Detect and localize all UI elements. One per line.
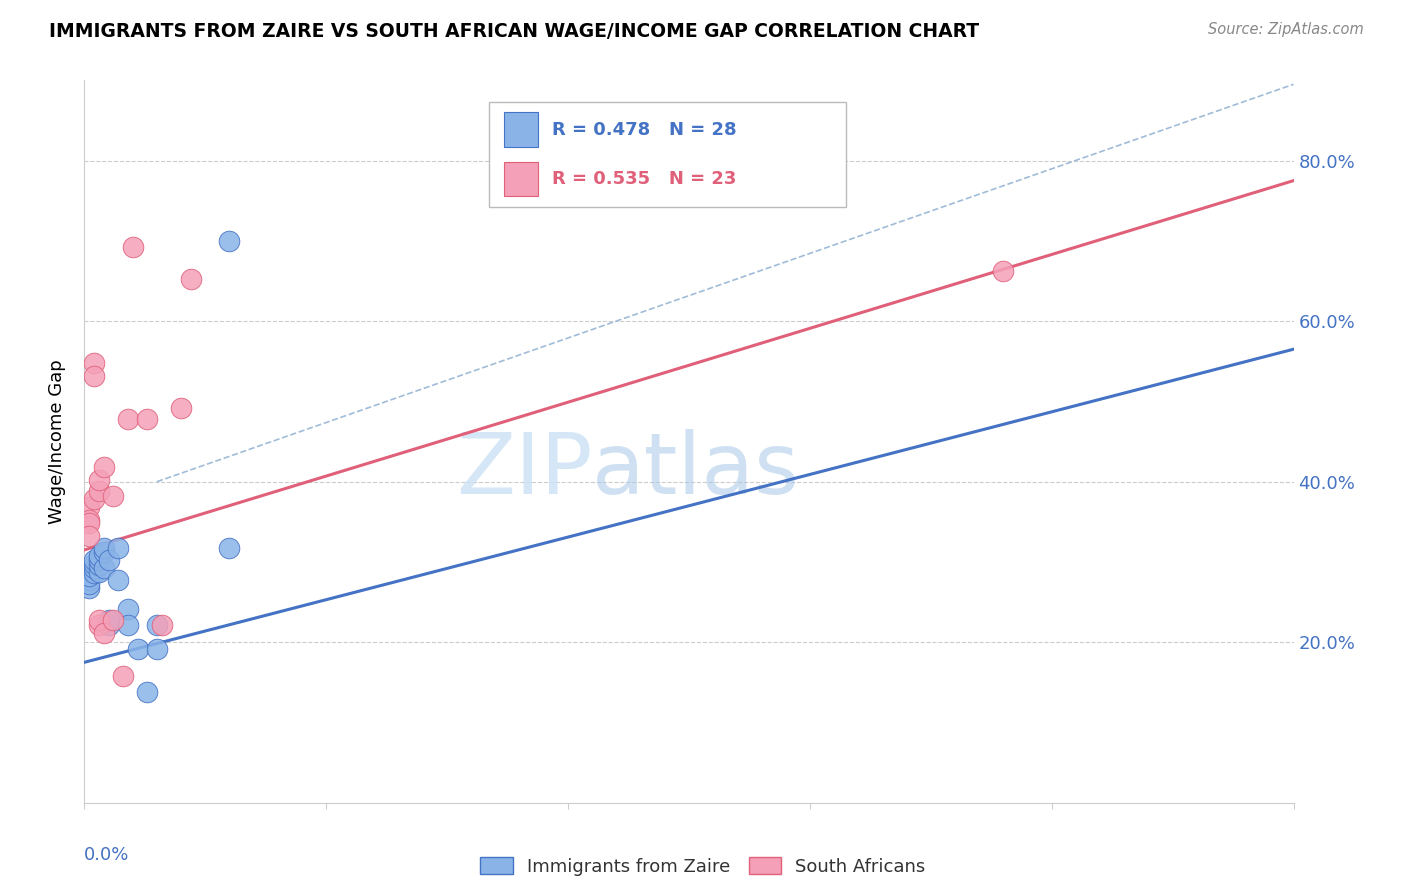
Point bbox=[83, 553, 105, 567]
Text: Source: ZipAtlas.com: Source: ZipAtlas.com bbox=[1208, 22, 1364, 37]
Point bbox=[87, 613, 110, 627]
Point bbox=[83, 557, 105, 571]
Point bbox=[87, 549, 110, 563]
Point bbox=[83, 561, 105, 575]
Point bbox=[77, 529, 100, 543]
Point bbox=[83, 492, 105, 507]
Point bbox=[136, 412, 159, 426]
Point bbox=[97, 617, 120, 632]
Point bbox=[146, 641, 169, 656]
Legend: Immigrants from Zaire, South Africans: Immigrants from Zaire, South Africans bbox=[472, 850, 934, 883]
Point bbox=[107, 541, 129, 555]
Point bbox=[117, 601, 139, 615]
Text: 0.0%: 0.0% bbox=[84, 847, 129, 864]
Point bbox=[93, 460, 115, 475]
Bar bbox=[503, 161, 538, 196]
Point bbox=[77, 500, 100, 515]
Point bbox=[77, 516, 100, 531]
Point bbox=[993, 264, 1015, 278]
Point bbox=[87, 484, 110, 499]
Point bbox=[87, 473, 110, 487]
Point bbox=[117, 617, 139, 632]
Point bbox=[93, 561, 115, 575]
Point bbox=[83, 368, 105, 383]
Point bbox=[77, 573, 100, 587]
Point bbox=[170, 401, 193, 415]
Point bbox=[136, 685, 159, 699]
Point bbox=[87, 558, 110, 573]
Point bbox=[93, 625, 115, 640]
Point bbox=[87, 553, 110, 567]
Point bbox=[93, 545, 115, 559]
Point bbox=[83, 566, 105, 581]
Point bbox=[218, 541, 240, 555]
Point bbox=[77, 569, 100, 583]
Point bbox=[77, 577, 100, 591]
Text: IMMIGRANTS FROM ZAIRE VS SOUTH AFRICAN WAGE/INCOME GAP CORRELATION CHART: IMMIGRANTS FROM ZAIRE VS SOUTH AFRICAN W… bbox=[49, 22, 980, 41]
Point bbox=[180, 272, 202, 286]
Point bbox=[150, 617, 173, 632]
Point bbox=[97, 613, 120, 627]
FancyBboxPatch shape bbox=[489, 102, 846, 207]
Point bbox=[146, 617, 169, 632]
Point bbox=[103, 613, 125, 627]
Point bbox=[87, 617, 110, 632]
Point bbox=[112, 669, 135, 683]
Point bbox=[77, 513, 100, 527]
Text: R = 0.535   N = 23: R = 0.535 N = 23 bbox=[553, 169, 737, 188]
Bar bbox=[503, 112, 538, 147]
Text: ZIP: ZIP bbox=[456, 429, 592, 512]
Text: R = 0.478   N = 28: R = 0.478 N = 28 bbox=[553, 120, 737, 138]
Y-axis label: Wage/Income Gap: Wage/Income Gap bbox=[48, 359, 66, 524]
Point bbox=[127, 641, 149, 656]
Text: atlas: atlas bbox=[592, 429, 800, 512]
Point bbox=[87, 565, 110, 579]
Point bbox=[107, 573, 129, 587]
Point bbox=[103, 489, 125, 503]
Point bbox=[218, 234, 240, 248]
Point bbox=[121, 240, 143, 254]
Point bbox=[97, 553, 120, 567]
Point bbox=[93, 541, 115, 555]
Point bbox=[117, 412, 139, 426]
Point bbox=[83, 356, 105, 370]
Point bbox=[77, 581, 100, 595]
